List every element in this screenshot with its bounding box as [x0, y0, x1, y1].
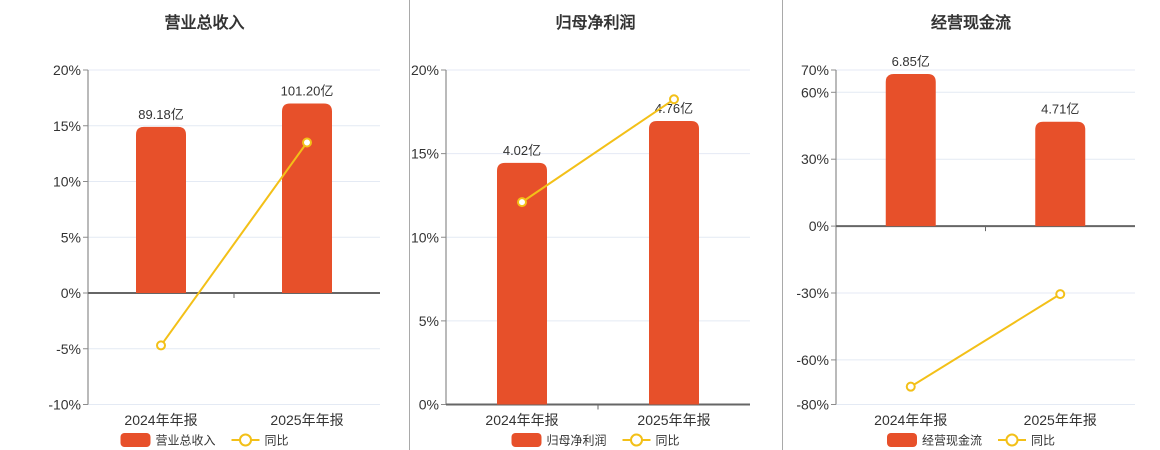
y-tick-label: 0% [61, 285, 81, 301]
y-tick-label: 5% [419, 313, 439, 329]
y-tick-label: -5% [56, 341, 81, 357]
y-tick-label: 20% [411, 62, 439, 78]
trend-point-2024年年报[interactable] [156, 340, 166, 351]
trend-line[interactable] [910, 293, 1061, 388]
x-category-label: 2025年年报 [270, 412, 343, 428]
trend-line[interactable] [160, 141, 308, 346]
y-tick-label: 30% [801, 151, 829, 167]
y-tick-label: 0% [809, 218, 829, 234]
legend-line-label: 同比 [656, 434, 680, 448]
legend-item-营业总收入[interactable]: 营业总收入 [120, 433, 216, 448]
y-tick-label: 70% [801, 62, 829, 78]
legend-line-label: 同比 [1031, 434, 1055, 448]
trend-line[interactable] [521, 98, 675, 203]
bar-2025年年报[interactable] [1035, 121, 1086, 227]
y-tick-label: 10% [411, 229, 439, 245]
legend-line-ring [1005, 433, 1019, 447]
trend-point-2025年年报[interactable] [669, 94, 679, 105]
legend-series-label: 经营现金流 [922, 433, 982, 448]
legend-item-同比[interactable]: 同比 [998, 433, 1055, 448]
x-category-label: 2025年年报 [1024, 412, 1097, 428]
bar-2025年年报[interactable] [649, 121, 699, 405]
legend-item-经营现金流[interactable]: 经营现金流 [887, 433, 982, 448]
y-tick-label: -80% [796, 397, 829, 413]
legend-swatch [887, 433, 917, 447]
y-tick-label: 60% [801, 84, 829, 100]
legend-item-归母净利润[interactable]: 归母净利润 [511, 433, 607, 448]
bar-2024年年报[interactable] [885, 74, 936, 227]
x-category-label: 2024年年报 [485, 412, 558, 428]
legend-series-label: 归母净利润 [547, 434, 607, 448]
chart-title: 经营现金流 [931, 13, 1011, 32]
y-tick-label: 15% [53, 118, 81, 134]
bar-2024年年报[interactable] [497, 162, 547, 405]
bar-value-label: 4.71亿 [1041, 102, 1079, 117]
chart-panel-1: 20%15%10%5%0%-5%-10%89.18亿101.20亿营业总收入20… [48, 13, 380, 448]
x-category-label: 2025年年报 [637, 412, 710, 428]
y-tick-label: 15% [411, 146, 439, 162]
bar-2024年年报[interactable] [136, 126, 186, 294]
x-category-label: 2024年年报 [874, 412, 947, 428]
legend-series-label: 营业总收入 [156, 434, 216, 448]
legend-line-ring [239, 433, 252, 447]
bar-value-label: 89.18亿 [138, 107, 184, 122]
y-tick-label: -10% [48, 397, 81, 413]
legend-line-label: 同比 [265, 434, 289, 448]
bar-value-label: 4.02亿 [503, 143, 541, 158]
y-tick-label: 20% [53, 62, 81, 78]
y-tick-label: 5% [61, 229, 81, 245]
trend-point-2025年年报[interactable] [1055, 289, 1066, 300]
trend-point-2024年年报[interactable] [905, 381, 916, 392]
legend-item-同比[interactable]: 同比 [622, 433, 680, 448]
y-tick-label: 10% [53, 174, 81, 190]
y-tick-label: -30% [796, 285, 829, 301]
bar-2025年年报[interactable] [282, 103, 332, 293]
legend-item-同比[interactable]: 同比 [231, 433, 289, 448]
chart-title: 归母净利润 [555, 13, 635, 32]
y-tick-label: 0% [419, 397, 439, 413]
bar-value-label: 6.85亿 [892, 54, 930, 69]
chart-panel-3: 70%60%30%0%-30%-60%-80%6.85亿4.71亿经营现金流20… [796, 13, 1135, 448]
y-tick-label: -60% [796, 352, 829, 368]
chart-title: 营业总收入 [164, 13, 244, 32]
bar-value-label: 101.20亿 [281, 83, 334, 98]
x-category-label: 2024年年报 [124, 412, 197, 428]
trend-point-2025年年报[interactable] [302, 137, 312, 148]
trend-point-2024年年报[interactable] [517, 197, 527, 208]
legend-swatch [120, 433, 151, 447]
legend-swatch [511, 433, 542, 447]
legend-line-ring [630, 433, 643, 447]
